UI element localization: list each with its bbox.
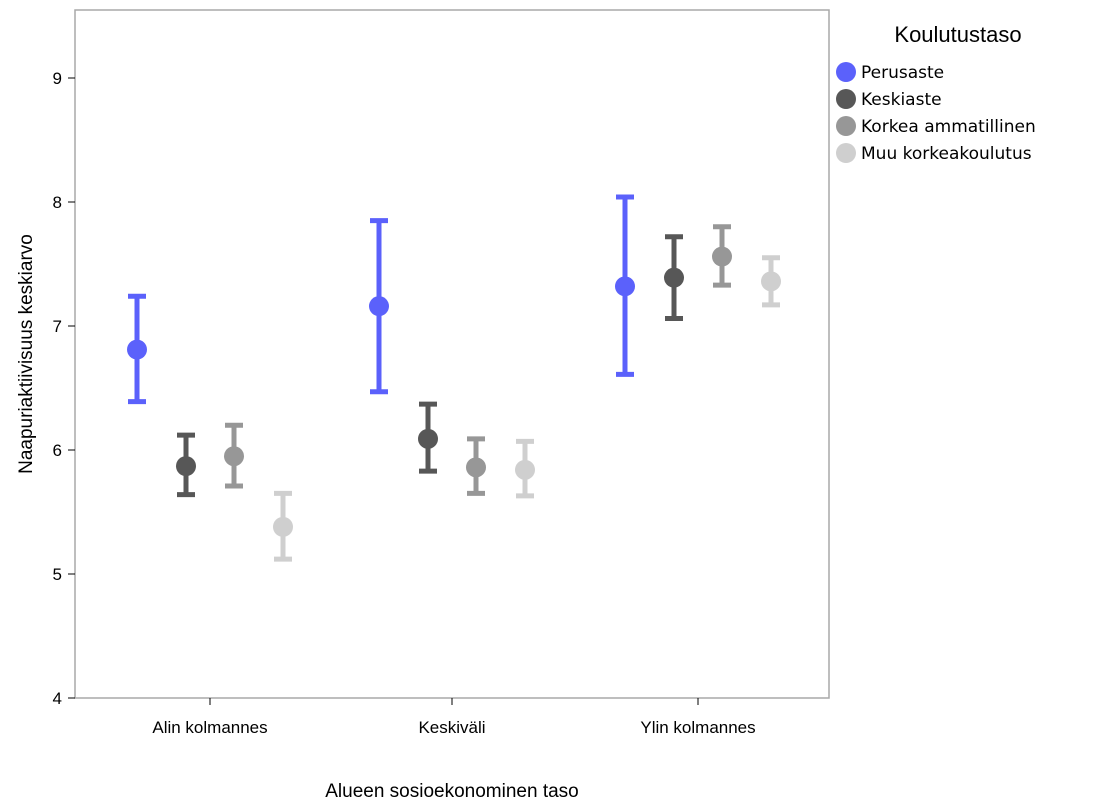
legend-swatch <box>836 62 856 82</box>
mean-point <box>466 457 486 478</box>
legend-label: Muu korkeakoulutus <box>861 144 1032 164</box>
y-tick-label: 7 <box>53 317 62 336</box>
x-tick-label: Ylin kolmannes <box>640 718 755 737</box>
series-4 <box>273 255 781 562</box>
mean-point <box>515 459 535 480</box>
legend: Koulutustaso Perusaste Keskiaste Korkea am… <box>836 22 1036 164</box>
x-axis-title: Alueen sosioekonominen taso <box>325 781 579 802</box>
legend-swatch <box>836 89 856 109</box>
mean-point <box>127 339 147 360</box>
x-tick-label: Alin kolmannes <box>152 718 267 737</box>
y-tick-label: 8 <box>53 193 62 212</box>
mean-point <box>176 456 196 477</box>
legend-label: Keskiaste <box>861 90 942 110</box>
y-tick-label: 5 <box>53 565 62 584</box>
legend-label: Perusaste <box>861 63 944 83</box>
x-axis: Alin kolmannes Keskiväli Ylin kolmannes <box>152 698 756 737</box>
plot-frame <box>74 9 830 699</box>
y-tick-label: 6 <box>53 441 62 460</box>
legend-swatch <box>836 116 856 136</box>
legend-items: Perusaste Keskiaste Korkea ammatillinen Muu… <box>836 62 1036 164</box>
series-2 <box>176 234 684 498</box>
mean-point <box>664 267 684 288</box>
mean-point <box>273 516 293 537</box>
mean-point <box>712 246 732 267</box>
mean-point <box>761 271 781 292</box>
legend-label: Korkea ammatillinen <box>861 117 1036 137</box>
y-tick-label: 4 <box>53 689 62 708</box>
legend-swatch <box>836 143 856 163</box>
mean-point <box>369 296 389 317</box>
legend-title: Koulutustaso <box>894 22 1021 47</box>
x-tick-label: Keskiväli <box>418 718 485 737</box>
series-1 <box>127 194 635 405</box>
data-marks <box>127 194 781 562</box>
y-axis: 4 5 6 7 8 9 <box>53 69 75 708</box>
y-tick-label: 9 <box>53 69 62 88</box>
mean-point <box>418 428 438 449</box>
mean-point <box>615 276 635 297</box>
y-axis-title: Naapuriaktiivisuus keskiarvo <box>16 234 37 474</box>
series-3 <box>224 224 732 496</box>
mean-point <box>224 446 244 467</box>
